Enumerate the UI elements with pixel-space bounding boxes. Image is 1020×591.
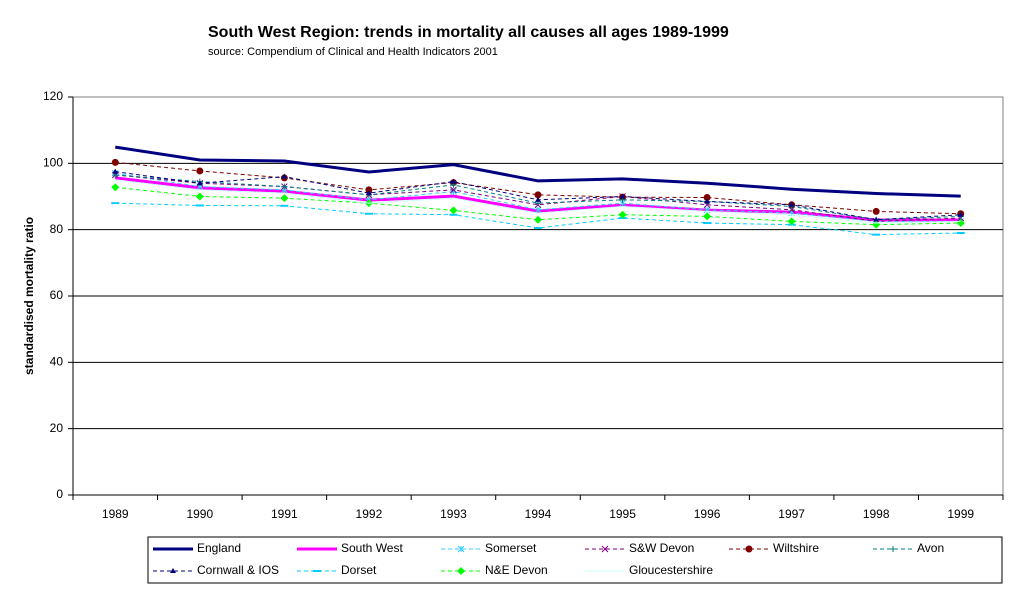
x-tick-label: 1995 <box>609 507 636 521</box>
legend-label: England <box>197 541 241 555</box>
marker <box>280 194 289 203</box>
marker <box>535 196 541 202</box>
chart-subtitle: source: Compendium of Clinical and Healt… <box>208 46 498 58</box>
marker <box>365 190 372 196</box>
marker <box>745 545 753 553</box>
series-line <box>115 145 961 198</box>
y-tick-label: 120 <box>43 89 63 103</box>
marker <box>449 206 458 215</box>
marker <box>111 158 119 166</box>
marker <box>601 545 609 553</box>
series-line <box>115 179 961 224</box>
legend-label: Dorset <box>341 563 377 577</box>
marker <box>170 568 176 573</box>
series-line <box>115 172 961 222</box>
series-line <box>115 186 961 226</box>
x-tick-label: 1999 <box>947 507 974 521</box>
series-line <box>115 202 961 236</box>
series-line <box>115 174 961 222</box>
x-tick-label: 1998 <box>863 507 890 521</box>
marker <box>534 206 542 214</box>
y-tick-label: 80 <box>50 222 64 236</box>
x-tick-label: 1996 <box>694 507 721 521</box>
marker <box>618 210 627 219</box>
marker <box>111 183 120 192</box>
legend-label: Avon <box>917 541 944 555</box>
series-line <box>115 174 961 221</box>
marker <box>619 193 626 199</box>
marker <box>195 192 204 201</box>
y-tick-label: 40 <box>50 355 64 369</box>
marker <box>450 178 457 184</box>
x-tick-label: 1991 <box>271 507 298 521</box>
legend-label: N&E Devon <box>485 563 548 577</box>
chart-title: South West Region: trends in mortality a… <box>208 24 729 41</box>
marker <box>788 201 795 207</box>
y-tick-label: 20 <box>50 421 64 435</box>
legend-label: Wiltshire <box>773 541 819 555</box>
marker <box>873 216 880 222</box>
marker <box>450 186 457 194</box>
marker <box>457 567 465 575</box>
legend-label: Gloucestershire <box>629 563 713 577</box>
y-tick-label: 60 <box>50 288 64 302</box>
x-tick-label: 1993 <box>440 507 467 521</box>
marker <box>890 546 896 552</box>
marker <box>704 198 711 204</box>
marker <box>957 211 964 217</box>
marker <box>196 167 204 175</box>
marker <box>788 206 795 214</box>
marker <box>281 173 288 179</box>
marker <box>112 168 119 174</box>
legend-label: Somerset <box>485 541 537 555</box>
legend-label: S&W Devon <box>629 541 694 555</box>
legend-label: South West <box>341 541 403 555</box>
marker <box>872 207 880 215</box>
x-tick-label: 1992 <box>356 507 383 521</box>
marker <box>703 212 712 221</box>
series-line <box>115 161 961 215</box>
y-tick-label: 100 <box>43 156 63 170</box>
x-tick-label: 1997 <box>778 507 805 521</box>
x-tick-label: 1990 <box>186 507 213 521</box>
y-tick-label: 0 <box>56 487 63 501</box>
legend-box <box>147 536 1003 584</box>
marker <box>457 545 465 553</box>
y-axis-label: standardised mortality ratio <box>22 217 36 375</box>
x-tick-label: 1989 <box>102 507 129 521</box>
marker <box>281 183 288 190</box>
x-tick-label: 1994 <box>525 507 552 521</box>
marker <box>787 217 796 226</box>
marker <box>534 215 542 224</box>
legend-label: Cornwall & IOS <box>197 563 279 577</box>
marker <box>196 180 203 186</box>
